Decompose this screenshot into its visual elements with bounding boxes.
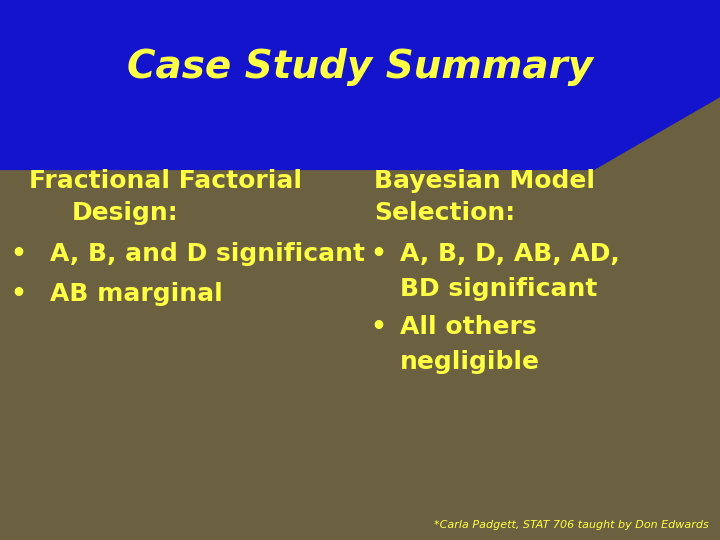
Text: •: • [11, 242, 27, 266]
Text: Bayesian Model: Bayesian Model [374, 169, 595, 193]
Text: A, B, D, AB, AD,: A, B, D, AB, AD, [400, 242, 619, 266]
Polygon shape [0, 0, 720, 170]
Text: BD significant: BD significant [400, 277, 597, 301]
Text: negligible: negligible [400, 350, 539, 374]
Text: A, B, and D significant: A, B, and D significant [50, 242, 365, 266]
Text: Fractional Factorial: Fractional Factorial [29, 169, 302, 193]
Text: Design:: Design: [72, 201, 179, 225]
Text: *Carla Padgett, STAT 706 taught by Don Edwards: *Carla Padgett, STAT 706 taught by Don E… [434, 520, 709, 530]
Text: •: • [371, 315, 387, 339]
Text: All others: All others [400, 315, 536, 339]
Text: •: • [371, 242, 387, 266]
Text: Case Study Summary: Case Study Summary [127, 49, 593, 86]
Text: AB marginal: AB marginal [50, 282, 223, 306]
Text: •: • [11, 282, 27, 306]
Text: Selection:: Selection: [374, 201, 516, 225]
